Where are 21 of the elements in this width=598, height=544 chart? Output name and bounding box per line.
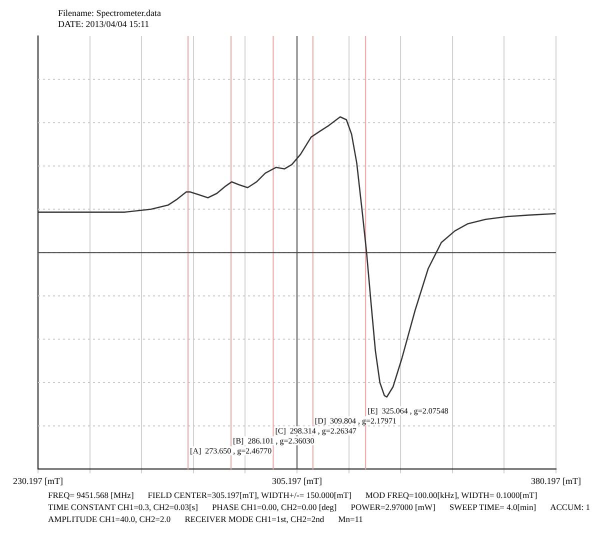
x-tick-label: 380.197 [mT] [531,476,581,486]
text: AMPLITUDE CH1=40.0, CH2=2.0 [48,514,171,524]
x-tick-label: 230.197 [mT] [13,476,63,486]
text: POWER=2.97000 [mW] [350,502,436,512]
text: SWEEP TIME= 4.0[min] [449,502,536,512]
text: MOD FREQ=100.00[kHz], WIDTH= 0.1000[mT] [365,490,538,500]
text: TIME CONSTANT CH1=0.3, CH2=0.03[s] [48,502,198,512]
text: FIELD CENTER=305.197[mT], WIDTH+/-= 150.000[mT] [148,490,352,500]
ref-line-label: [E] 325.064 , g=2.07548 [368,406,448,416]
x-tick-label: 305.197 [mT] [272,476,322,486]
ref-line-label: [D] 309.804 , g=2.17971 [314,416,397,426]
text: ACCUM: 1 [550,502,590,512]
ref-line-label: [A] 273.650 , g=2.46770 [190,446,272,456]
text: RECEIVER MODE CH1=1st, CH2=2nd [184,514,324,524]
chart-title: Filename: Spectrometer.data [58,8,162,19]
text: FREQ= 9451.568 [MHz] [48,490,134,500]
chart-subtitle: DATE: 2013/04/04 15:11 [58,19,150,30]
ref-line-label: [C] 298.314 , g=2.26347 [275,426,356,436]
ref-line-label: [B] 286.101 , g=2.36030 [233,436,314,446]
text: Mn=11 [338,514,363,524]
text: PHASE CH1=0.00, CH2=0.00 [deg] [212,502,337,512]
